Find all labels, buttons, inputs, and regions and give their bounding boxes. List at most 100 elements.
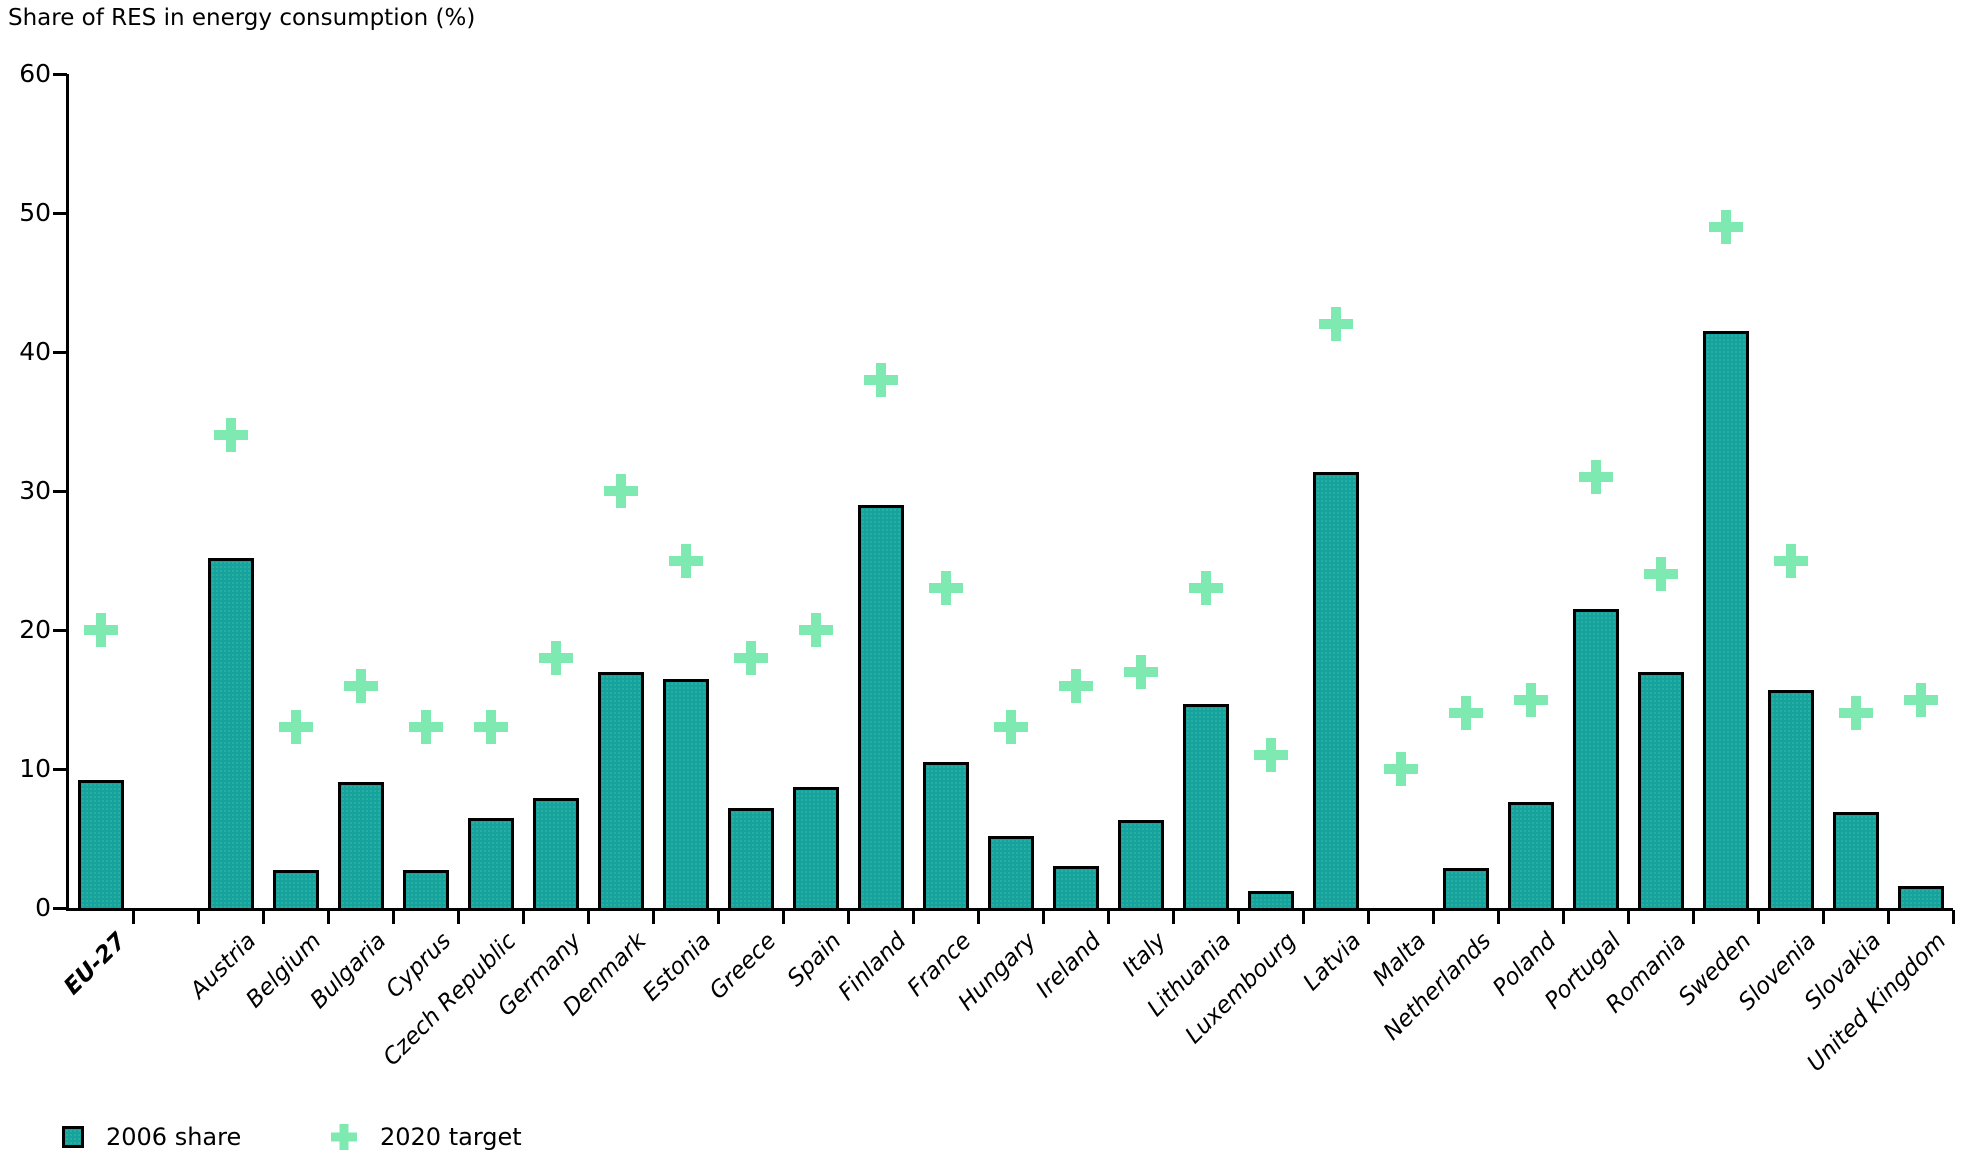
- bar-united-kingdom: [1897, 885, 1944, 908]
- x-axis: [66, 908, 1953, 911]
- x-tick-21: [1432, 910, 1435, 924]
- x-tick-8: [587, 910, 590, 924]
- legend-label-2020-target: 2020 target: [380, 1123, 522, 1151]
- bar-slovenia: [1767, 689, 1814, 908]
- bar-portugal: [1572, 609, 1619, 908]
- x-tick-17: [1172, 910, 1175, 924]
- target-marker-bulgaria: [343, 668, 378, 703]
- bar-germany: [532, 798, 579, 908]
- bar-denmark: [597, 671, 644, 908]
- y-tick-60: [53, 73, 67, 76]
- y-tick-label-10: 10: [19, 754, 51, 783]
- bar-cyprus: [402, 870, 449, 908]
- x-tick-26: [1757, 910, 1760, 924]
- x-tick-7: [522, 910, 525, 924]
- target-marker-eu-27: [83, 613, 118, 647]
- bar-poland: [1507, 802, 1554, 908]
- y-tick-label-60: 60: [19, 59, 51, 88]
- bar-austria: [207, 557, 254, 908]
- target-marker-italy: [1123, 654, 1158, 689]
- y-axis: [66, 74, 69, 911]
- target-marker-sweden: [1708, 209, 1743, 244]
- target-marker-slovakia: [1838, 696, 1873, 731]
- bar-bulgaria: [337, 781, 384, 908]
- target-marker-finland: [863, 362, 898, 397]
- bar-france: [922, 762, 969, 908]
- x-tick-16: [1107, 910, 1110, 924]
- legend-swatch-2006-share: [62, 1126, 84, 1148]
- x-label-finland: Finland: [833, 928, 911, 1006]
- legend-plus-marker-2020-target: [331, 1124, 357, 1150]
- y-tick-label-20: 20: [19, 615, 51, 644]
- target-marker-germany: [538, 640, 573, 675]
- chart-title: Share of RES in energy consumption (%): [8, 5, 476, 31]
- x-tick-18: [1237, 910, 1240, 924]
- x-tick-28: [1887, 910, 1890, 924]
- x-tick-4: [327, 910, 330, 924]
- target-marker-spain: [798, 613, 833, 647]
- target-marker-united-kingdom: [1903, 682, 1938, 717]
- x-label-malta: Malta: [1367, 928, 1431, 992]
- x-label-italy: Italy: [1117, 928, 1171, 982]
- target-marker-austria: [213, 418, 248, 453]
- target-marker-malta: [1383, 752, 1418, 786]
- target-marker-belgium: [278, 710, 313, 745]
- x-tick-14: [977, 910, 980, 924]
- x-label-spain: Spain: [782, 928, 846, 992]
- target-marker-slovenia: [1773, 543, 1808, 578]
- y-tick-20: [53, 629, 67, 632]
- x-tick-15: [1042, 910, 1045, 924]
- target-marker-hungary: [993, 710, 1028, 745]
- x-tick-23: [1562, 910, 1565, 924]
- x-tick-5: [392, 910, 395, 924]
- x-tick-11: [782, 910, 785, 924]
- x-label-eu-27: EU-27: [58, 928, 131, 1001]
- x-tick-25: [1692, 910, 1695, 924]
- x-tick-22: [1497, 910, 1500, 924]
- target-marker-cyprus: [408, 710, 443, 745]
- target-marker-greece: [733, 640, 768, 675]
- x-label-estonia: Estonia: [637, 928, 716, 1007]
- bar-estonia: [662, 678, 709, 908]
- target-marker-czech-republic: [473, 710, 508, 745]
- target-marker-denmark: [603, 474, 638, 508]
- y-tick-10: [53, 768, 67, 771]
- x-label-greece: Greece: [704, 928, 781, 1005]
- target-marker-lithuania: [1188, 571, 1223, 606]
- legend-label-2006-share: 2006 share: [106, 1123, 242, 1151]
- y-tick-label-40: 40: [19, 337, 51, 366]
- x-tick-29: [1952, 910, 1955, 924]
- y-tick-40: [53, 351, 67, 354]
- bar-netherlands: [1442, 867, 1489, 908]
- y-tick-30: [53, 490, 67, 493]
- x-tick-27: [1822, 910, 1825, 924]
- bar-lithuania: [1182, 703, 1229, 908]
- bar-latvia: [1312, 471, 1359, 908]
- y-tick-label-0: 0: [35, 893, 51, 922]
- bar-italy: [1117, 820, 1164, 908]
- x-tick-10: [717, 910, 720, 924]
- x-tick-3: [262, 910, 265, 924]
- target-marker-latvia: [1318, 307, 1353, 342]
- target-marker-romania: [1643, 557, 1678, 592]
- target-marker-portugal: [1578, 460, 1613, 495]
- bar-luxembourg: [1247, 891, 1294, 908]
- bar-sweden: [1702, 331, 1749, 908]
- bar-eu-27: [77, 780, 124, 908]
- target-marker-netherlands: [1448, 696, 1483, 731]
- y-tick-0: [53, 907, 67, 910]
- y-tick-label-50: 50: [19, 198, 51, 227]
- x-label-latvia: Latvia: [1297, 928, 1366, 996]
- x-tick-6: [457, 910, 460, 924]
- bar-greece: [727, 807, 774, 908]
- y-tick-50: [53, 212, 67, 215]
- x-tick-9: [652, 910, 655, 924]
- x-tick-24: [1627, 910, 1630, 924]
- x-tick-1: [132, 910, 135, 924]
- target-marker-ireland: [1058, 668, 1093, 703]
- target-marker-france: [928, 571, 963, 606]
- bar-ireland: [1052, 866, 1099, 908]
- target-marker-estonia: [668, 543, 703, 578]
- legend: 2006 share 2020 target: [0, 1118, 1966, 1155]
